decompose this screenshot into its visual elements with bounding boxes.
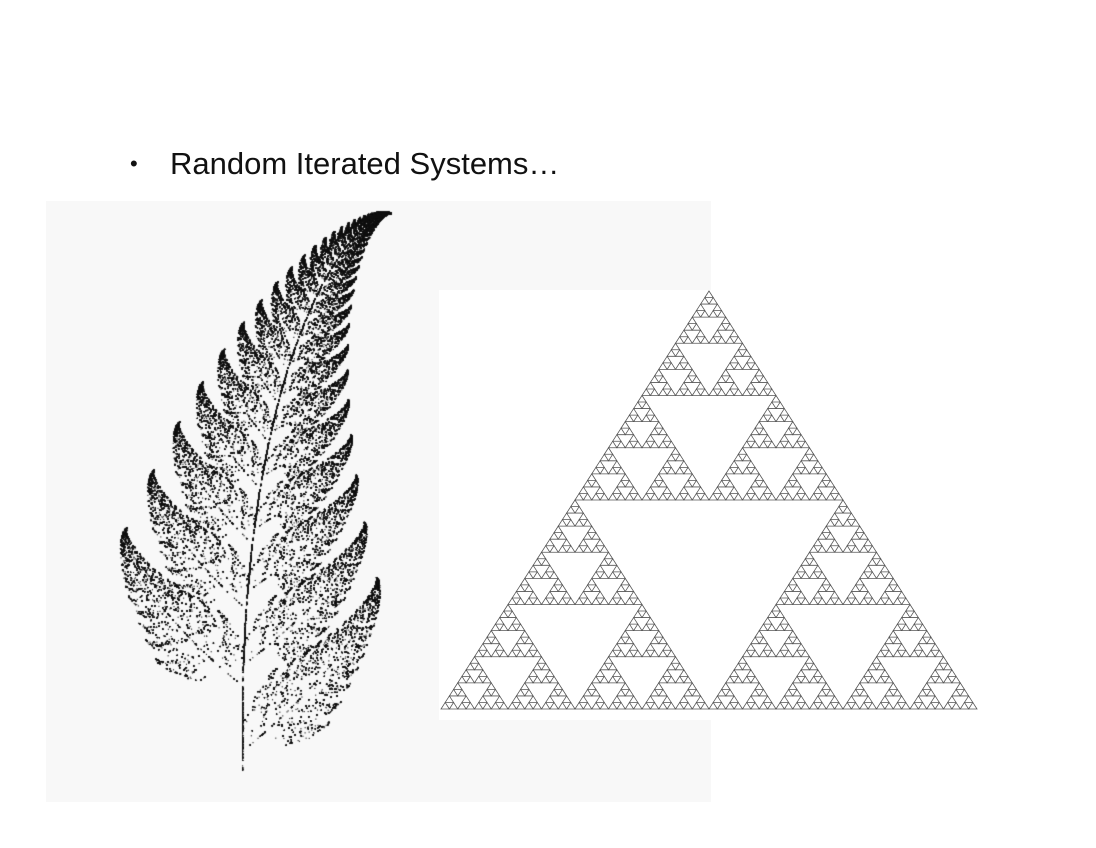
sierpinski-triangle-icon (439, 290, 984, 720)
sierpinski-image (439, 290, 984, 720)
bullet-text: Random Iterated Systems… (170, 146, 559, 182)
bullet-icon: • (130, 142, 170, 186)
bullet-item: • Random Iterated Systems… (130, 142, 559, 186)
